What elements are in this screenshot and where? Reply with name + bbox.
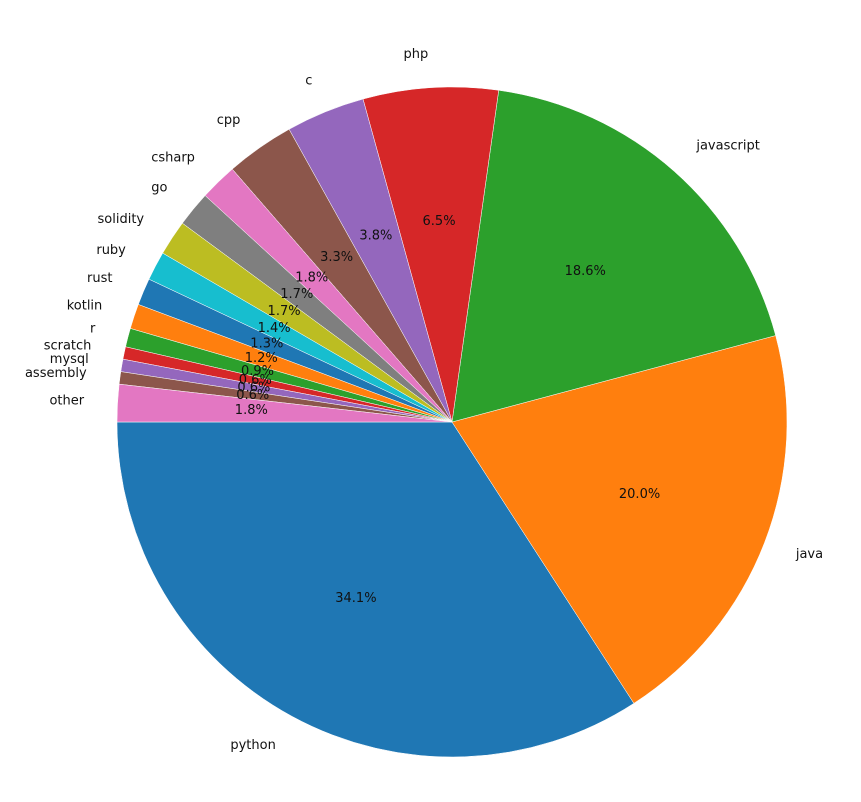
category-label-assembly: assembly: [25, 366, 87, 381]
category-label-c: c: [305, 73, 312, 88]
category-label-rust: rust: [87, 271, 112, 286]
pct-label-scratch: 0.6%: [239, 373, 272, 388]
pct-label-kotlin: 1.2%: [245, 351, 278, 366]
slice-php: [362, 86, 500, 423]
category-label-python: python: [230, 738, 275, 753]
pct-label-r: 0.9%: [241, 364, 274, 379]
pct-label-c: 3.8%: [359, 228, 392, 243]
pct-label-go: 1.7%: [280, 287, 313, 302]
category-label-r: r: [90, 322, 96, 337]
category-label-other: other: [49, 394, 84, 409]
category-label-cpp: cpp: [217, 113, 241, 128]
category-label-go: go: [151, 180, 167, 195]
category-label-solidity: solidity: [98, 212, 145, 227]
pct-label-python: 34.1%: [335, 591, 376, 606]
pct-label-java: 20.0%: [619, 487, 660, 502]
slice-javascript: [451, 89, 776, 423]
pct-label-other: 1.8%: [235, 403, 268, 418]
pct-label-mysql: 0.6%: [237, 381, 270, 396]
slice-java: [451, 335, 788, 704]
category-label-java: java: [795, 547, 823, 562]
slice-python: [116, 421, 635, 758]
category-label-javascript: javascript: [695, 139, 759, 154]
category-label-php: php: [404, 47, 429, 62]
pct-label-solidity: 1.7%: [268, 304, 301, 319]
pct-label-csharp: 1.8%: [295, 270, 328, 285]
pct-label-javascript: 18.6%: [565, 264, 606, 279]
category-label-ruby: ruby: [96, 243, 126, 258]
category-label-scratch: scratch: [44, 339, 92, 354]
category-label-csharp: csharp: [151, 150, 195, 165]
pct-label-assembly: 0.6%: [236, 388, 269, 403]
category-label-kotlin: kotlin: [67, 298, 103, 313]
pct-label-ruby: 1.4%: [258, 321, 291, 336]
category-label-mysql: mysql: [50, 352, 89, 367]
pct-label-php: 6.5%: [423, 214, 456, 229]
slice-other: [116, 383, 453, 423]
pct-label-cpp: 3.3%: [320, 250, 353, 265]
pct-label-rust: 1.3%: [250, 336, 283, 351]
